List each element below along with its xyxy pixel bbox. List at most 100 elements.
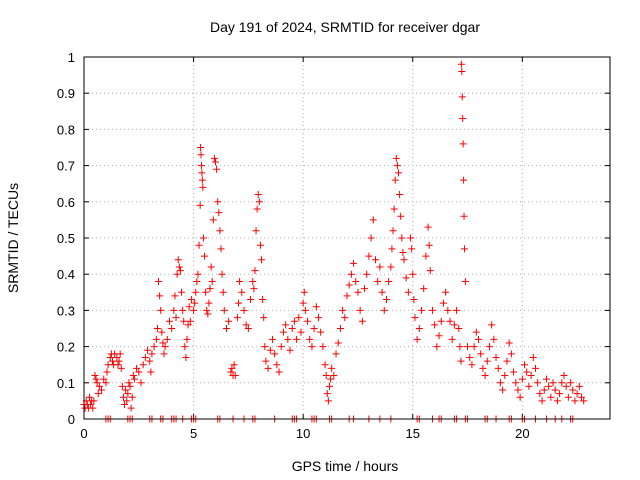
- y-tick-label: 0.8: [57, 122, 75, 137]
- data-point: [387, 263, 395, 271]
- data-point: [479, 364, 487, 372]
- data-point: [315, 314, 323, 322]
- data-point: [187, 296, 195, 304]
- data-point: [277, 343, 285, 351]
- data-point: [275, 368, 283, 376]
- data-point: [347, 270, 355, 278]
- data-point: [284, 335, 292, 343]
- data-point: [89, 404, 97, 412]
- x-tick-label: 5: [190, 426, 197, 441]
- data-point: [148, 350, 156, 358]
- y-tick-label: 0.3: [57, 303, 75, 318]
- data-point: [219, 288, 227, 296]
- data-point: [310, 325, 318, 332]
- data-point: [499, 386, 507, 394]
- y-tick-label: 0.2: [57, 340, 75, 355]
- plot-area-frame: [83, 56, 611, 420]
- data-point: [460, 245, 468, 253]
- data-point: [388, 245, 396, 253]
- data-point: [382, 296, 390, 304]
- data-point: [425, 241, 433, 249]
- data-point: [413, 335, 421, 343]
- data-point: [481, 372, 489, 380]
- data-point: [247, 296, 255, 304]
- data-point: [118, 382, 126, 390]
- data-point: [397, 212, 405, 220]
- data-point: [410, 296, 418, 304]
- data-point: [196, 201, 204, 209]
- data-point: [356, 306, 364, 314]
- data-point: [352, 277, 360, 285]
- data-point: [358, 317, 366, 325]
- data-point: [256, 241, 264, 249]
- data-point: [523, 368, 531, 376]
- data-point: [203, 306, 211, 314]
- data-point: [534, 379, 542, 387]
- y-tick-label: 0.5: [57, 231, 75, 246]
- data-point: [367, 234, 375, 242]
- data-point: [536, 390, 544, 398]
- data-point: [458, 93, 466, 101]
- data-point: [261, 343, 269, 351]
- data-point: [490, 335, 498, 343]
- data-point: [201, 252, 209, 260]
- data-point: [152, 335, 160, 343]
- y-axis-label: SRMTID / TECUs: [5, 183, 21, 293]
- data-point: [160, 350, 168, 358]
- data-point: [181, 343, 189, 351]
- data-point: [159, 339, 167, 347]
- data-point: [128, 393, 136, 401]
- data-point: [213, 165, 221, 173]
- data-point: [90, 397, 98, 405]
- data-point: [428, 306, 436, 314]
- data-point: [332, 350, 340, 358]
- data-point: [182, 353, 190, 361]
- data-point: [448, 335, 456, 343]
- data-point: [193, 277, 201, 285]
- data-point: [404, 288, 412, 296]
- data-point: [174, 256, 182, 264]
- data-point: [130, 375, 138, 383]
- chart-title: Day 191 of 2024, SRMTID for receiver dga…: [210, 19, 480, 35]
- data-point: [144, 346, 152, 354]
- data-point: [87, 401, 95, 409]
- data-point: [407, 234, 415, 242]
- data-point: [433, 343, 441, 351]
- data-point: [172, 314, 180, 322]
- data-point: [529, 353, 537, 361]
- data-point: [124, 390, 132, 398]
- data-point: [415, 325, 423, 332]
- data-point: [250, 285, 258, 293]
- data-point: [573, 390, 581, 398]
- data-point: [571, 397, 579, 405]
- x-axis-label: GPS time / hours: [292, 458, 399, 474]
- data-point: [191, 299, 199, 307]
- data-point: [158, 328, 166, 336]
- data-point: [380, 306, 388, 314]
- data-point: [206, 285, 214, 293]
- data-point: [103, 368, 111, 376]
- data-point: [123, 397, 131, 405]
- data-point: [100, 375, 108, 383]
- data-point: [146, 357, 154, 365]
- data-point: [115, 357, 123, 365]
- data-point: [564, 393, 572, 401]
- data-point: [345, 281, 353, 289]
- y-tick-label: 0.4: [57, 267, 75, 282]
- data-point: [392, 154, 400, 162]
- data-point: [424, 223, 432, 231]
- data-point: [485, 343, 493, 351]
- data-point: [180, 317, 188, 325]
- data-point: [183, 335, 191, 343]
- data-point: [175, 263, 183, 271]
- data-point: [334, 339, 342, 347]
- data-point: [208, 277, 216, 285]
- data-point: [141, 353, 149, 361]
- data-point: [290, 317, 298, 325]
- data-point: [549, 379, 557, 387]
- y-tick-label: 1: [68, 50, 75, 65]
- data-point: [218, 270, 226, 278]
- data-point: [129, 372, 137, 380]
- data-point: [505, 339, 513, 347]
